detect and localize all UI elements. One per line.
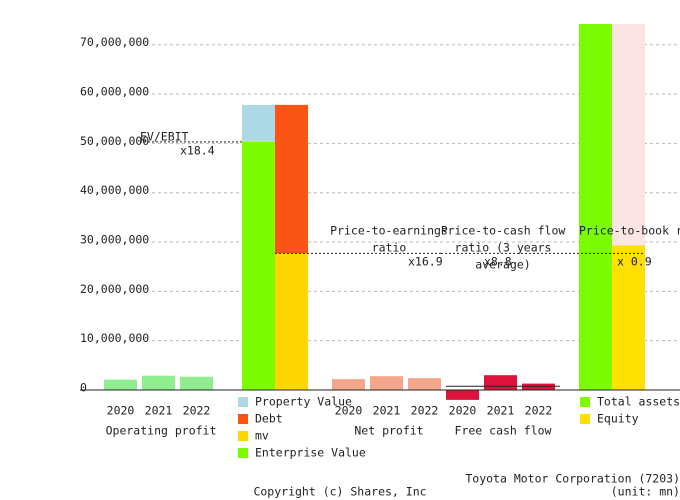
ratio-label: Price-to-book ratio xyxy=(579,224,680,238)
x-tick-label: 2022 xyxy=(411,404,439,418)
x-tick-label: 2021 xyxy=(373,404,401,418)
legend-label: Enterprise Value xyxy=(255,446,366,460)
bar xyxy=(522,383,555,390)
unit: (unit: mn) xyxy=(611,485,680,499)
legend-swatch xyxy=(238,414,248,424)
bar xyxy=(446,390,479,400)
ratio-label: ratio xyxy=(372,241,407,255)
y-tick-label: 50,000,000 xyxy=(80,134,149,148)
x-tick-label: 2021 xyxy=(487,404,515,418)
x-tick-label: 2022 xyxy=(183,404,211,418)
y-tick-label: 10,000,000 xyxy=(80,331,149,345)
legend-swatch xyxy=(238,431,248,441)
legend-swatch xyxy=(580,397,590,407)
ratio-label: ratio (3 years xyxy=(455,241,552,255)
bar xyxy=(180,376,213,390)
ratio-label: EV/EBIT xyxy=(140,130,189,144)
ratio-value: x18.4 xyxy=(180,144,215,158)
x-tick-label: 2022 xyxy=(525,404,553,418)
x-tick-label: 2020 xyxy=(449,404,477,418)
group-label: Operating profit xyxy=(106,424,217,438)
group-label: Free cash flow xyxy=(455,424,552,438)
stack-segment xyxy=(242,141,275,390)
ratio-label: Price-to-cash flow xyxy=(441,224,566,238)
legend-label: Property Value xyxy=(255,395,352,409)
y-tick-label: 40,000,000 xyxy=(80,183,149,197)
legend-label: Equity xyxy=(597,412,639,426)
legend-swatch xyxy=(238,448,248,458)
bar xyxy=(484,375,517,390)
y-tick-label: 0 xyxy=(80,381,87,395)
stack-segment xyxy=(579,24,612,391)
stack-segment xyxy=(242,104,275,142)
bar xyxy=(104,379,137,390)
legend-swatch xyxy=(238,397,248,407)
bar xyxy=(408,378,441,390)
ratio-value: x8.8 xyxy=(484,255,512,269)
y-tick-label: 60,000,000 xyxy=(80,85,149,99)
ratio-value: x 0.9 xyxy=(617,255,652,269)
ratio-value: x16.9 xyxy=(408,255,443,269)
stack-segment xyxy=(275,253,308,390)
legend-label: mv xyxy=(255,429,269,443)
ratio-label: Price-to-earnings xyxy=(330,224,448,238)
stack-segment xyxy=(612,245,645,390)
stack-segment xyxy=(275,104,308,254)
y-tick-label: 70,000,000 xyxy=(80,35,149,49)
x-tick-label: 2021 xyxy=(145,404,173,418)
x-tick-label: 2020 xyxy=(335,404,363,418)
company: Toyota Motor Corporation (7203) xyxy=(465,472,680,486)
group-label: Net profit xyxy=(354,424,423,438)
ratio-label: average) xyxy=(475,258,530,272)
copyright: Copyright (c) Shares, Inc xyxy=(253,485,426,499)
bar xyxy=(370,376,403,390)
y-tick-label: 30,000,000 xyxy=(80,233,149,247)
legend-label: Total assets xyxy=(597,395,680,409)
x-tick-label: 2020 xyxy=(107,404,135,418)
y-tick-label: 20,000,000 xyxy=(80,282,149,296)
legend-label: Debt xyxy=(255,412,283,426)
stack-segment xyxy=(612,24,645,246)
legend-swatch xyxy=(580,414,590,424)
bar xyxy=(142,375,175,390)
bar xyxy=(332,379,365,390)
